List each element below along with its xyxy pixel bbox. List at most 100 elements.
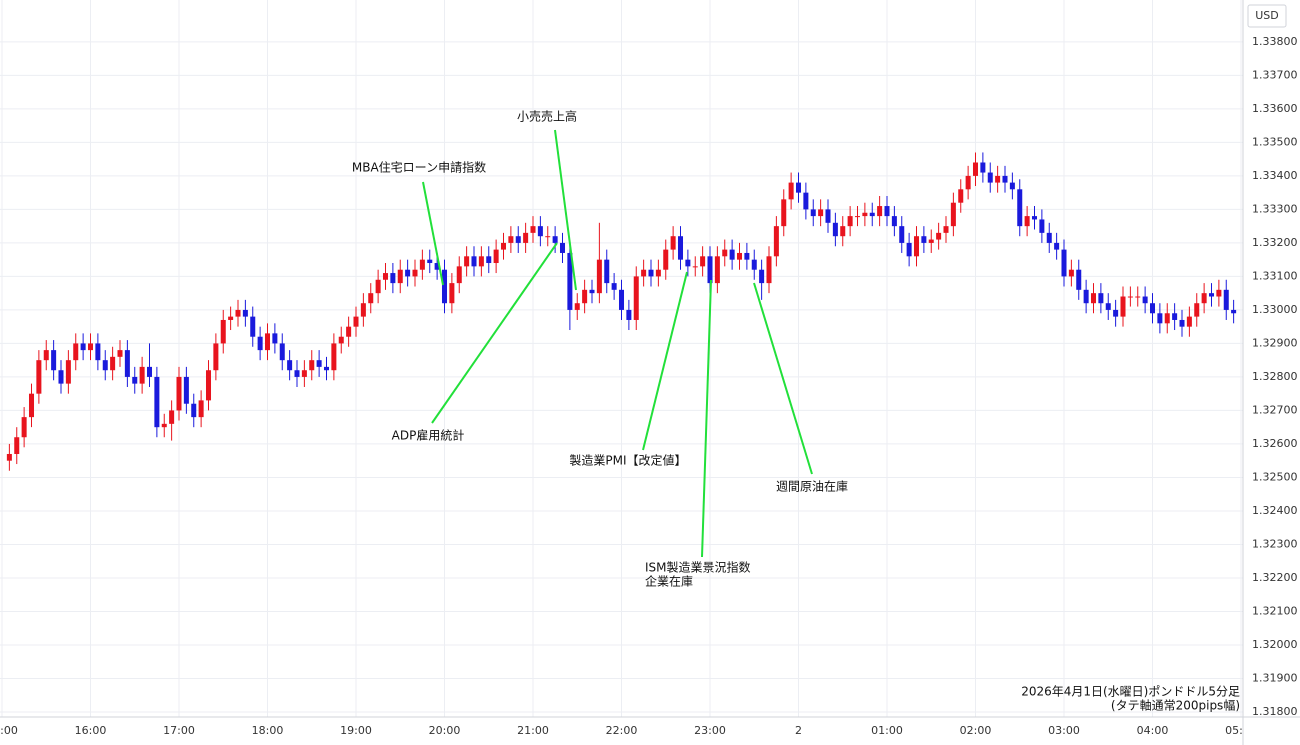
candle-body — [43, 350, 49, 361]
candle-body — [980, 162, 986, 173]
annotation: ISM製造業景況指数 — [645, 560, 751, 575]
candle-body — [1098, 293, 1104, 304]
candle-body — [139, 366, 145, 384]
annotation: 週間原油在庫 — [776, 480, 848, 494]
candle-body — [906, 242, 912, 257]
y-tick-label: 1.32800 — [1252, 370, 1298, 383]
candle-body — [228, 316, 234, 320]
y-tick-label: 1.31900 — [1252, 671, 1298, 684]
x-tick-label: 23:00 — [694, 724, 726, 737]
candle-body — [1105, 303, 1111, 310]
candle-body — [1231, 309, 1237, 314]
candle-body — [95, 343, 101, 361]
candle-body — [877, 206, 883, 217]
candle-body — [714, 256, 720, 284]
candle-body — [338, 336, 344, 344]
candle-body — [1164, 313, 1170, 324]
candle-body — [913, 236, 920, 257]
candle-body — [1194, 303, 1200, 317]
annotation: 小売売上高 — [517, 109, 577, 124]
candle-body — [264, 333, 271, 351]
x-tick-label: 2 — [795, 724, 802, 737]
candle-body — [685, 259, 691, 267]
y-tick-label: 1.32500 — [1252, 470, 1298, 483]
candle-body — [1201, 293, 1207, 304]
candle-body — [1046, 232, 1052, 243]
candle-body — [102, 360, 108, 371]
candle-body — [87, 343, 94, 351]
candle-body — [58, 370, 64, 384]
annotation-line — [642, 271, 688, 451]
candle-body — [464, 256, 470, 267]
candle-body — [936, 232, 942, 240]
caption: 2026年4月1日(水曜日)ポンドドル5分足 — [1021, 685, 1240, 699]
currency: USD — [1255, 9, 1279, 22]
candle-body — [530, 226, 536, 233]
annotation: 企業在庫 — [645, 574, 693, 589]
candle-body — [567, 252, 573, 310]
candle-body — [110, 356, 116, 371]
candle-body — [434, 263, 440, 270]
candle-body — [176, 376, 182, 411]
candle-body — [427, 259, 433, 264]
candle-body — [279, 343, 285, 361]
candle-body — [368, 293, 374, 304]
candle-body — [493, 249, 499, 264]
candle-body — [14, 437, 20, 454]
candle-body — [1068, 269, 1074, 277]
candle-body — [132, 376, 138, 384]
x-tick-label: 17:00 — [163, 724, 195, 737]
candle-body — [1135, 296, 1141, 298]
candle-body — [899, 226, 905, 243]
candle-body — [65, 360, 71, 384]
x-tick-label: 19:00 — [340, 724, 372, 737]
y-tick-label: 1.33600 — [1252, 102, 1298, 115]
grid — [0, 0, 1243, 717]
candle-body — [795, 182, 802, 193]
candle-body — [1223, 289, 1229, 310]
x-tick-label: 22:00 — [606, 724, 638, 737]
candle-body — [515, 236, 521, 243]
y-tick-label: 1.32200 — [1252, 571, 1298, 584]
candle-body — [862, 212, 868, 217]
candle-body — [1120, 296, 1126, 317]
candle-body — [559, 242, 566, 253]
candle-body — [287, 360, 293, 371]
candle-body — [441, 269, 448, 304]
y-tick-label: 1.32700 — [1252, 403, 1298, 416]
candle-body — [736, 252, 743, 260]
candle-body — [294, 370, 300, 377]
candle-body — [397, 269, 403, 284]
candle-body — [412, 269, 418, 277]
candle-body — [589, 289, 595, 294]
candle-body — [648, 269, 654, 277]
candle-body — [744, 252, 750, 260]
candle-body — [1216, 289, 1222, 297]
x-tick-label: 05:00 — [1225, 724, 1257, 737]
candle-body — [545, 236, 551, 238]
y-tick-label: 1.33800 — [1252, 35, 1298, 48]
candle-body — [375, 279, 381, 294]
candle-body — [943, 226, 949, 233]
candle-body — [161, 423, 167, 428]
candle-body — [618, 289, 625, 310]
y-tick-label: 1.33500 — [1252, 135, 1298, 148]
annotation: 製造業PMI【改定値】 — [569, 453, 686, 468]
annotations: MBA住宅ローン申請指数 小売売上高 ADP雇用統計 製造業PMI【改定値】 週… — [352, 109, 848, 589]
candle-body — [316, 360, 322, 367]
candle-body — [1172, 313, 1178, 320]
candle-body — [1127, 296, 1133, 298]
candle-body — [995, 175, 1001, 183]
candle-body — [117, 350, 123, 357]
candle-body — [390, 273, 396, 284]
candle-body — [1054, 242, 1060, 250]
candle-body — [508, 236, 514, 243]
candle-body — [1009, 182, 1015, 190]
annotation-line — [554, 129, 577, 291]
candle-body — [500, 242, 507, 250]
candle-body — [456, 266, 462, 284]
x-tick-label: 15:00 — [0, 724, 18, 737]
candle-body — [1076, 269, 1082, 290]
candle-body — [803, 192, 809, 210]
